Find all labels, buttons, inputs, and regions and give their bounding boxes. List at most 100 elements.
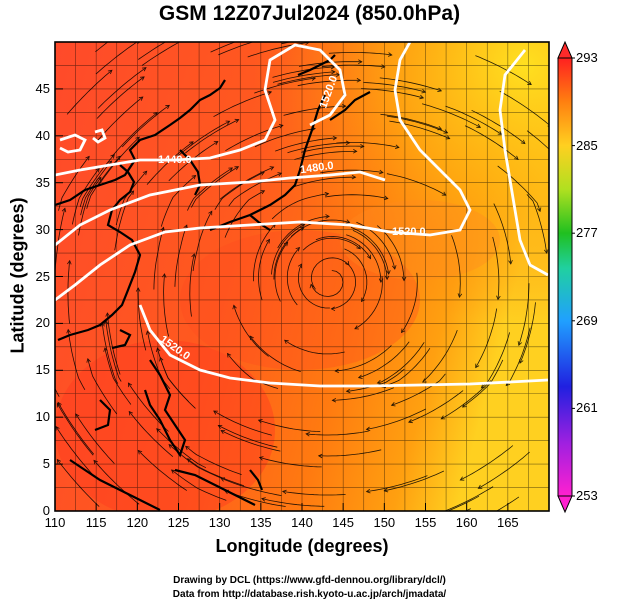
streamline-arrow [457,293,463,299]
streamline [358,341,410,379]
streamline-arrow [387,52,393,57]
streamline-arrow [459,476,465,481]
y-tick-label: 0 [42,503,50,518]
streamline-arrow [61,207,67,213]
x-tick-label: 130 [208,515,231,530]
streamline-arrow [266,30,270,34]
x-tick-label: 125 [167,515,190,530]
streamline [128,411,174,458]
streamline-arrow [107,69,113,75]
streamline-arrow [165,104,170,110]
y-tick-label: 20 [35,315,50,331]
x-tick-label: 145 [332,515,354,530]
streamline-arrow [228,167,233,172]
streamline-arrow [365,488,371,494]
streamline [325,194,388,199]
colorbar-tick-label: 253 [576,488,598,503]
streamline-arrow [143,15,147,19]
streamline [336,142,399,148]
streamline-arrow [340,34,344,38]
streamline [381,347,431,388]
streamline-arrow [419,94,425,100]
streamline-arrow [401,276,407,282]
streamline-arrow [135,136,140,142]
streamline-arrow [345,261,350,266]
y-tick-label: 5 [42,456,50,472]
streamline-arrow [475,363,480,369]
streamline [497,165,541,212]
streamline-arrow [142,36,146,40]
streamline [271,193,329,220]
streamline [93,460,140,505]
streamline-arrow [331,69,336,75]
streamline-arrow [142,170,148,176]
streamline-arrow [330,306,336,312]
streamline-arrow [376,379,382,385]
streamline-arrow [258,456,264,461]
streamline [160,175,196,227]
streamline-arrow [514,155,519,161]
streamline-arrow [378,169,384,175]
streamline [111,112,158,157]
streamline-arrow [311,76,317,81]
streamline-arrow [277,172,283,177]
streamline [275,137,337,152]
streamline [97,67,147,109]
streamline [475,308,498,368]
streamline [384,470,445,492]
streamline-arrow [496,295,501,301]
axis-ticks [54,88,509,512]
streamline-arrow [261,497,266,502]
streamline [297,263,330,309]
streamline-arrow [366,254,371,260]
streamline [192,211,213,272]
streamline-arrow [517,341,523,346]
streamline [282,491,346,496]
streamline [114,190,134,251]
streamline-arrow [93,459,98,465]
streamline-arrow [295,247,301,252]
streamline-arrow [191,253,196,258]
streamline [310,257,350,290]
streamline [293,176,356,188]
streamline-arrow [390,402,396,407]
streamline-arrow [138,96,144,101]
streamline [136,42,138,43]
streamline [310,270,344,297]
streamline-arrow [135,287,141,292]
contour-label: 1520.0 [392,226,426,238]
streamline [258,239,270,301]
streamline-arrow [156,347,161,353]
streamline-arrow [342,103,347,109]
streamline-arrow [191,174,197,180]
streamline [379,77,442,92]
streamline-arrow [520,139,526,145]
streamline-arrow [317,453,323,459]
x-axis-label: Longitude (degrees) [215,536,389,556]
streamline-arrow [356,244,361,250]
streamline-arrow [360,143,365,149]
streamline [328,52,392,56]
streamline [218,425,278,448]
streamline-arrow [331,397,337,403]
streamline [98,136,140,186]
streamline [95,42,138,75]
streamline-arrow [85,155,90,161]
streamline [104,347,132,405]
streamline [286,247,300,306]
streamline-arrow [281,489,287,495]
streamline-arrow [536,207,542,213]
streamline [249,335,301,372]
streamline [315,236,371,259]
streamline [253,223,276,282]
streamline-arrow [260,171,265,176]
streamline-arrow [345,388,351,394]
streamline [228,172,282,207]
streamline [163,273,169,337]
streamline-arrow [187,11,191,15]
streamline [247,42,309,58]
streamline-arrow [227,352,232,358]
streamline-arrow [394,144,400,149]
streamline-arrow [183,224,188,230]
streamline [306,430,369,436]
